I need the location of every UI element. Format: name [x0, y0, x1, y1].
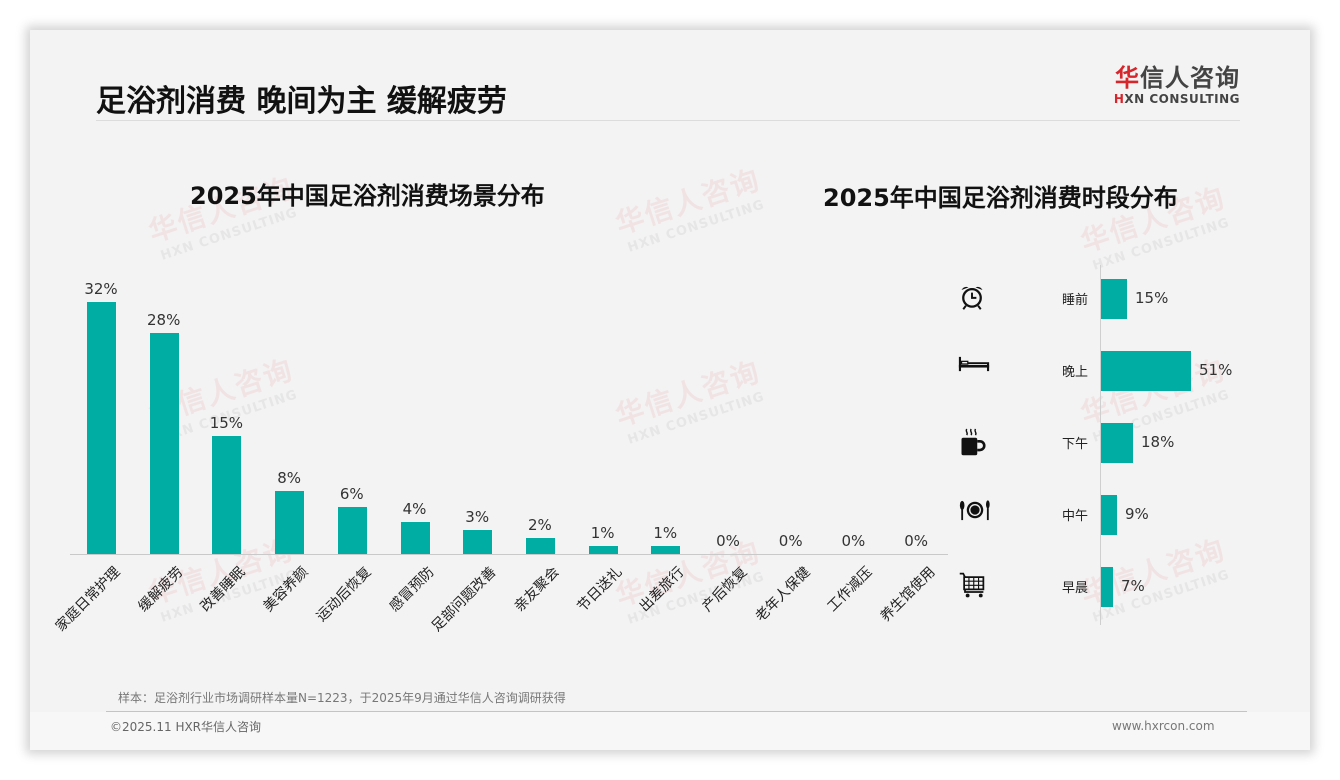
x-axis-label: 节日送礼	[574, 564, 626, 616]
watermark: 华信人咨询 HXN CONSULTING	[611, 162, 767, 256]
hot-coffee-mug-icon	[958, 427, 990, 459]
bar-column: 15%	[195, 270, 257, 554]
time-chart-title: 2025年中国足浴剂消费时段分布	[823, 184, 1178, 212]
x-axis-line	[70, 554, 948, 555]
bar	[1101, 423, 1133, 463]
bar-column: 1%	[634, 270, 696, 554]
bar-value-label: 28%	[147, 311, 181, 329]
bar	[1101, 495, 1117, 535]
x-axis-label: 出差旅行	[636, 564, 688, 616]
bar-column: 1%	[572, 270, 634, 554]
x-axis-label: 产后恢复	[699, 564, 751, 616]
website-link[interactable]: www.hxrcon.com	[1112, 719, 1215, 733]
bar-column: 0%	[822, 270, 884, 554]
logo-cn: 华信人咨询	[1115, 64, 1240, 92]
bar-value-label: 1%	[653, 524, 678, 542]
bar-value-label: 8%	[277, 469, 301, 487]
bar-value-label: 9%	[1125, 505, 1149, 523]
copyright: ©2025.11 HXR华信人咨询	[110, 720, 262, 734]
bar-value-label: 4%	[402, 500, 427, 518]
bar-column: 4%	[384, 270, 446, 554]
bar-column: 0%	[885, 270, 947, 554]
bar-value-label: 1%	[590, 524, 615, 542]
x-axis-label: 缓解疲劳	[135, 564, 187, 616]
bar-value-label: 6%	[339, 485, 364, 503]
bar	[651, 546, 681, 554]
time-row: 晚上 51%	[950, 337, 1270, 409]
time-label: 睡前	[1062, 293, 1089, 308]
x-axis-label: 亲友聚会	[511, 564, 563, 616]
bar	[87, 302, 116, 554]
logo-en: HXN CONSULTING	[1113, 92, 1240, 106]
x-axis-label: 运动后恢复	[313, 564, 375, 625]
bar-value-label: 0%	[716, 532, 740, 550]
bed-icon	[958, 355, 990, 387]
time-label: 下午	[1062, 437, 1089, 452]
scene-chart-title: 2025年中国足浴剂消费场景分布	[190, 182, 545, 210]
bar-value-label: 3%	[465, 508, 490, 526]
page-title: 足浴剂消费 晚间为主 缓解疲劳	[96, 84, 507, 119]
time-label: 早晨	[1062, 581, 1089, 596]
time-row: 睡前 15%	[950, 265, 1270, 337]
x-axis-label: 养生馆使用	[877, 564, 939, 625]
time-row: 下午 18%	[950, 409, 1270, 481]
bar-value-label: 2%	[527, 516, 552, 534]
x-axis-label: 工作减压	[824, 564, 876, 616]
brand-logo: 华信人咨询 HXN CONSULTING	[1110, 64, 1240, 106]
bar	[1101, 279, 1127, 319]
source-note: 样本：足浴剂行业市场调研样本量N=1223，于2025年9月通过华信人咨询调研获…	[118, 691, 566, 705]
time-row: 中午 9%	[950, 481, 1270, 553]
time-label: 晚上	[1062, 365, 1089, 380]
bar	[525, 538, 555, 554]
x-axis-label: 足部问题改善	[428, 564, 500, 635]
bar	[400, 522, 430, 554]
bar-value-label: 0%	[778, 532, 803, 550]
bar	[212, 436, 242, 554]
bar-column: 28%	[133, 270, 195, 554]
bar-value-label: 15%	[1135, 289, 1169, 307]
footer-divider	[106, 711, 1247, 712]
bar-column: 32%	[70, 270, 132, 554]
scene-bar-chart: 32% 家庭日常护理 28% 缓解疲劳 15% 改善睡眠 8% 美容养颜 6% 运动后恢复 4% 感冒…	[53, 270, 950, 635]
bar-column: 6%	[321, 270, 383, 554]
bar-value-label: 51%	[1199, 361, 1233, 379]
time-bar-chart: 睡前 15% 晚上 51% 下午 18% 中午 9% 早晨 7%	[950, 265, 1270, 625]
time-label: 中午	[1062, 509, 1089, 524]
title-divider	[96, 120, 1240, 121]
x-axis-label: 感冒预防	[386, 564, 437, 616]
bar-value-label: 0%	[841, 532, 866, 550]
bar	[1101, 567, 1113, 607]
bar	[463, 530, 493, 554]
plate-cutlery-icon	[958, 499, 990, 531]
slide: 华信人咨询 HXN CONSULTING 华信人咨询 HXN CONSULTING …	[30, 30, 1310, 750]
bar	[1101, 351, 1191, 391]
bar-value-label: 0%	[904, 532, 928, 550]
bar	[149, 333, 179, 554]
shopping-cart-icon	[958, 571, 990, 603]
bar-column: 2%	[509, 270, 571, 554]
alarm-clock-icon	[958, 283, 990, 315]
bar-value-label: 18%	[1141, 433, 1175, 451]
x-axis-label: 老年人保健	[752, 564, 814, 625]
bar	[337, 507, 367, 554]
bar	[275, 491, 305, 554]
bar-column: 0%	[697, 270, 759, 554]
x-axis-label: 美容养颜	[260, 564, 312, 616]
y-axis-line	[1100, 265, 1101, 625]
footer-band	[30, 712, 1310, 750]
bar-column: 0%	[760, 270, 822, 554]
bar-value-label: 32%	[84, 280, 118, 298]
x-axis-label: 家庭日常护理	[52, 564, 124, 635]
time-row: 早晨 7%	[950, 553, 1270, 625]
bar-column: 3%	[446, 270, 508, 554]
x-axis-label: 改善睡眠	[197, 564, 249, 616]
bar-column: 8%	[258, 270, 320, 554]
bar	[588, 546, 618, 554]
bar-value-label: 7%	[1121, 577, 1145, 595]
bar-value-label: 15%	[209, 414, 244, 432]
